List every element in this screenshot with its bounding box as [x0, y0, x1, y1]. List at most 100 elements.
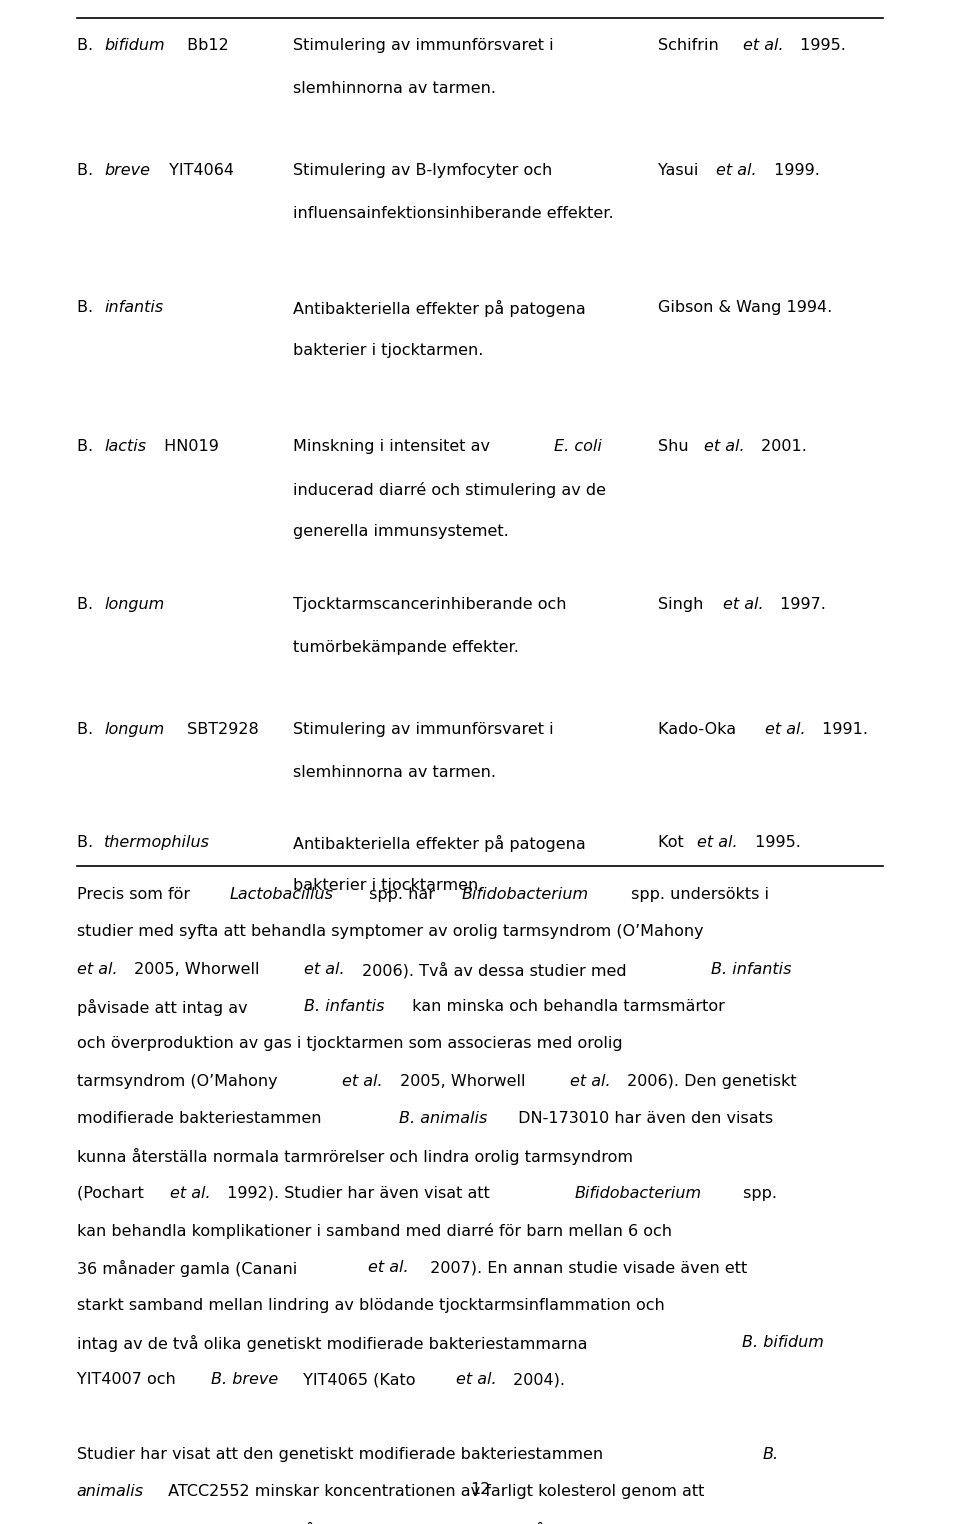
Text: Bifidobacterium: Bifidobacterium — [574, 1186, 702, 1201]
Text: Gibson & Wang 1994.: Gibson & Wang 1994. — [658, 300, 832, 315]
Text: Stimulering av B-lymfocyter och: Stimulering av B-lymfocyter och — [293, 163, 552, 178]
Text: Precis som för: Precis som för — [77, 887, 195, 902]
Text: 1999.: 1999. — [769, 163, 820, 178]
Text: 2006). Den genetiskt: 2006). Den genetiskt — [622, 1074, 797, 1088]
Text: YIT4007 och: YIT4007 och — [77, 1373, 180, 1387]
Text: et al.: et al. — [743, 38, 783, 53]
Text: bakterier i tjocktarmen.: bakterier i tjocktarmen. — [293, 343, 483, 358]
Text: breve: breve — [105, 163, 150, 178]
Text: B. infantis: B. infantis — [711, 962, 792, 977]
Text: Yasui: Yasui — [658, 163, 703, 178]
Text: Shu: Shu — [658, 439, 693, 454]
Text: Bb12: Bb12 — [182, 38, 229, 53]
Text: longum: longum — [105, 597, 164, 613]
Text: et al.: et al. — [304, 962, 345, 977]
Text: Lactobacillus: Lactobacillus — [229, 887, 333, 902]
Text: YIT4064: YIT4064 — [163, 163, 233, 178]
Text: kunna återställa normala tarmrörelser och lindra orolig tarmsyndrom: kunna återställa normala tarmrörelser oc… — [77, 1149, 633, 1166]
Text: intag av de två olika genetiskt modifierade bakteriestammarna: intag av de två olika genetiskt modifier… — [77, 1335, 592, 1352]
Text: spp.: spp. — [738, 1186, 778, 1201]
Text: Bifidobacterium: Bifidobacterium — [462, 887, 588, 902]
Text: et al.: et al. — [723, 597, 763, 613]
Text: SBT2928: SBT2928 — [182, 722, 258, 738]
Text: et al.: et al. — [170, 1186, 210, 1201]
Text: et al.: et al. — [77, 962, 117, 977]
Text: Antibakteriella effekter på patogena: Antibakteriella effekter på patogena — [293, 835, 586, 852]
Text: B.: B. — [77, 300, 98, 315]
Text: 2006). Två av dessa studier med: 2006). Två av dessa studier med — [356, 962, 632, 978]
Text: Kado-Oka: Kado-Oka — [658, 722, 741, 738]
Text: et al.: et al. — [456, 1373, 496, 1387]
Text: animalis: animalis — [77, 1484, 144, 1500]
Text: kan behandla komplikationer i samband med diarré för barn mellan 6 och: kan behandla komplikationer i samband me… — [77, 1224, 672, 1239]
Text: ATCC2552 minskar koncentrationen av farligt kolesterol genom att: ATCC2552 minskar koncentrationen av farl… — [163, 1484, 705, 1500]
Text: slemhinnorna av tarmen.: slemhinnorna av tarmen. — [293, 81, 495, 96]
Text: kan minska och behandla tarmsmärtor: kan minska och behandla tarmsmärtor — [407, 1000, 726, 1013]
Text: spp. har: spp. har — [364, 887, 440, 902]
Text: 1995.: 1995. — [795, 38, 846, 53]
Text: thermophilus: thermophilus — [105, 835, 210, 850]
Text: absorberar och konjugera många olika kolesterollipider så kroppen ej kan: absorberar och konjugera många olika kol… — [77, 1521, 670, 1524]
Text: 12: 12 — [469, 1481, 491, 1497]
Text: Studier har visat att den genetiskt modifierade bakteriestammen: Studier har visat att den genetiskt modi… — [77, 1448, 608, 1462]
Text: bakterier i tjocktarmen.: bakterier i tjocktarmen. — [293, 878, 483, 893]
Text: (Pochart: (Pochart — [77, 1186, 149, 1201]
Text: et al.: et al. — [697, 835, 738, 850]
Text: 1997.: 1997. — [775, 597, 826, 613]
Text: influensainfektionsinhiberande effekter.: influensainfektionsinhiberande effekter. — [293, 206, 613, 221]
Text: modifierade bakteriestammen: modifierade bakteriestammen — [77, 1111, 326, 1126]
Text: B. breve: B. breve — [211, 1373, 278, 1387]
Text: et al.: et al. — [343, 1074, 383, 1088]
Text: Antibakteriella effekter på patogena: Antibakteriella effekter på patogena — [293, 300, 586, 317]
Text: lactis: lactis — [105, 439, 146, 454]
Text: 1992). Studier har även visat att: 1992). Studier har även visat att — [222, 1186, 495, 1201]
Text: B.: B. — [77, 597, 98, 613]
Text: Stimulering av immunförsvaret i: Stimulering av immunförsvaret i — [293, 38, 553, 53]
Text: longum: longum — [105, 722, 164, 738]
Text: B. animalis: B. animalis — [399, 1111, 488, 1126]
Text: starkt samband mellan lindring av blödande tjocktarmsinflammation och: starkt samband mellan lindring av blödan… — [77, 1298, 664, 1312]
Text: et al.: et al. — [765, 722, 805, 738]
Text: tarmsyndrom (O’Mahony: tarmsyndrom (O’Mahony — [77, 1074, 282, 1088]
Text: et al.: et al. — [569, 1074, 611, 1088]
Text: och överproduktion av gas i tjocktarmen som associeras med orolig: och överproduktion av gas i tjocktarmen … — [77, 1036, 622, 1052]
Text: 2005, Whorwell: 2005, Whorwell — [395, 1074, 530, 1088]
Text: Stimulering av immunförsvaret i: Stimulering av immunförsvaret i — [293, 722, 553, 738]
Text: 1991.: 1991. — [817, 722, 869, 738]
Text: 2004).: 2004). — [508, 1373, 565, 1387]
Text: HN019: HN019 — [158, 439, 219, 454]
Text: B.: B. — [77, 38, 98, 53]
Text: DN-173010 har även den visats: DN-173010 har även den visats — [513, 1111, 773, 1126]
Text: Singh: Singh — [658, 597, 708, 613]
Text: B. infantis: B. infantis — [303, 1000, 384, 1013]
Text: 2001.: 2001. — [756, 439, 807, 454]
Text: et al.: et al. — [704, 439, 744, 454]
Text: B.: B. — [77, 722, 98, 738]
Text: slemhinnorna av tarmen.: slemhinnorna av tarmen. — [293, 765, 495, 780]
Text: et al.: et al. — [368, 1260, 408, 1276]
Text: E. coli: E. coli — [554, 439, 602, 454]
Text: generella immunsystemet.: generella immunsystemet. — [293, 524, 509, 539]
Text: 1995.: 1995. — [750, 835, 801, 850]
Text: 2007). En annan studie visade även ett: 2007). En annan studie visade även ett — [420, 1260, 747, 1276]
Text: YIT4065 (Kato: YIT4065 (Kato — [298, 1373, 420, 1387]
Text: B.: B. — [762, 1448, 779, 1462]
Text: infantis: infantis — [105, 300, 163, 315]
Text: tumörbekämpande effekter.: tumörbekämpande effekter. — [293, 640, 518, 655]
Text: 2005, Whorwell: 2005, Whorwell — [130, 962, 265, 977]
Text: spp. undersökts i: spp. undersökts i — [626, 887, 769, 902]
Text: 36 månader gamla (Canani: 36 månader gamla (Canani — [77, 1260, 302, 1277]
Text: B.: B. — [77, 835, 98, 850]
Text: Minskning i intensitet av: Minskning i intensitet av — [293, 439, 495, 454]
Text: Kot: Kot — [658, 835, 688, 850]
Text: B. bifidum: B. bifidum — [742, 1335, 824, 1350]
Text: bifidum: bifidum — [105, 38, 165, 53]
Text: Schifrin: Schifrin — [658, 38, 724, 53]
Text: B.: B. — [77, 163, 98, 178]
Text: inducerad diarré och stimulering av de: inducerad diarré och stimulering av de — [293, 482, 606, 497]
Text: Tjocktarmscancerinhiberande och: Tjocktarmscancerinhiberande och — [293, 597, 566, 613]
Text: et al.: et al. — [716, 163, 756, 178]
Text: studier med syfta att behandla symptomer av orolig tarmsyndrom (O’Mahony: studier med syfta att behandla symptomer… — [77, 924, 704, 939]
Text: B.: B. — [77, 439, 98, 454]
Text: påvisade att intag av: påvisade att intag av — [77, 1000, 252, 1017]
